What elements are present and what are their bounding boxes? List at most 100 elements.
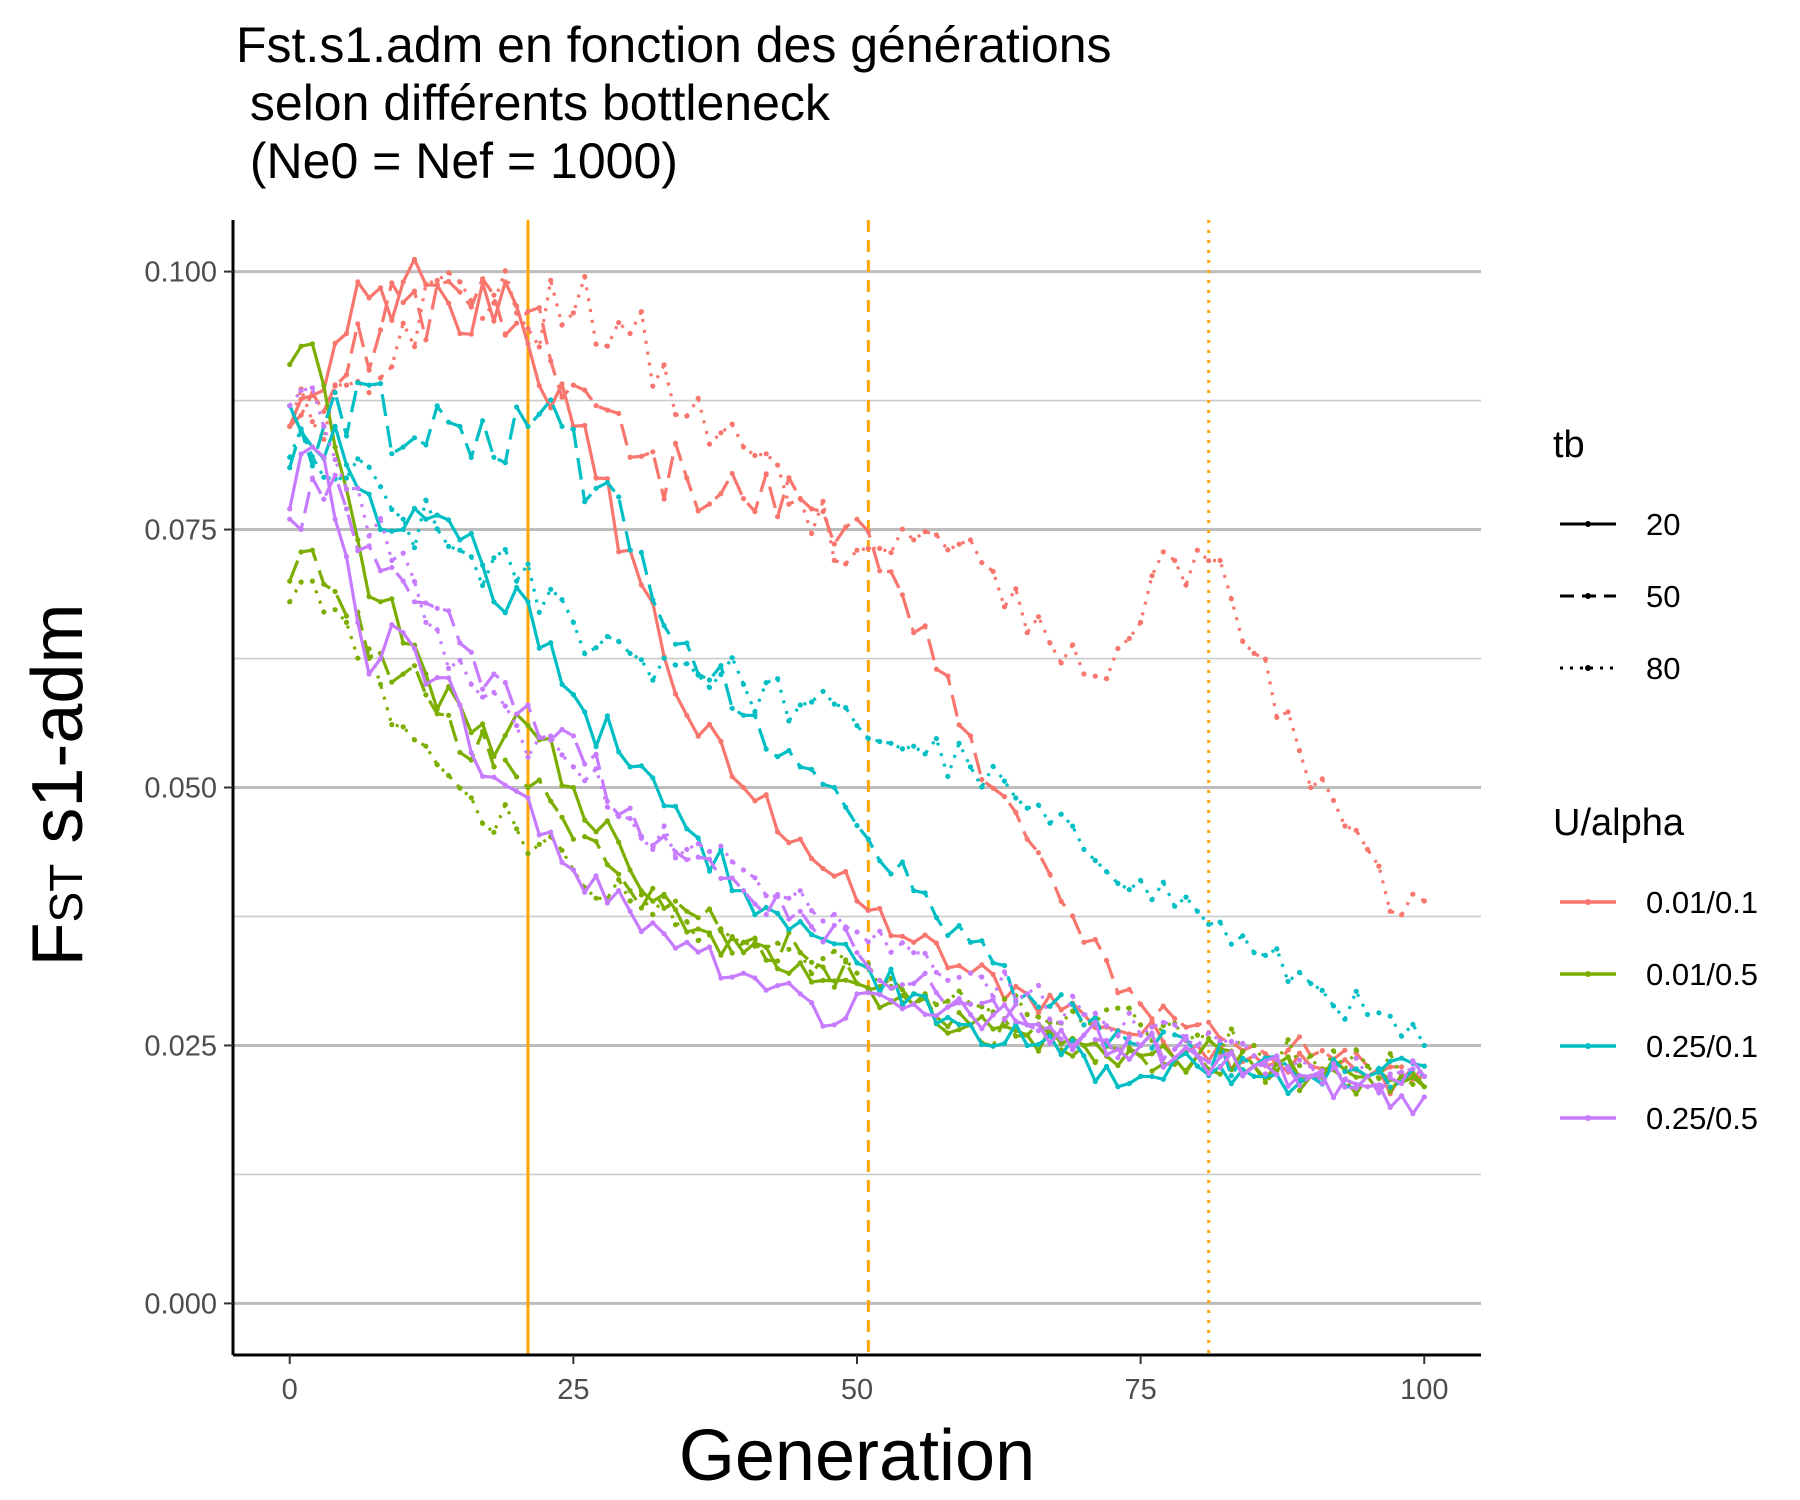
series-10-point-0 <box>287 516 293 522</box>
series-5-point-8 <box>377 681 384 687</box>
series-2-point-55 <box>911 537 917 543</box>
series-3-point-25 <box>570 784 577 791</box>
series-9-point-100 <box>1421 1094 1427 1100</box>
series-10-point-76 <box>1149 1030 1155 1036</box>
series-4-point-50 <box>854 980 860 987</box>
series-10-point-7 <box>366 543 372 549</box>
series-0-point-29 <box>616 549 622 555</box>
series-1-point-12 <box>423 337 429 343</box>
series-8-point-66 <box>1035 802 1042 808</box>
series-11-point-87 <box>1274 1057 1280 1063</box>
series-4-point-36 <box>695 915 701 921</box>
series-3-point-66 <box>1035 1048 1042 1054</box>
series-8-point-79 <box>1183 894 1189 900</box>
series-2-point-24 <box>559 322 565 328</box>
series-5-point-35 <box>684 919 690 925</box>
series-9-point-33 <box>661 931 667 937</box>
series-8-point-84 <box>1240 933 1246 939</box>
series-5-point-31 <box>638 892 645 898</box>
series-9-point-91 <box>1319 1072 1325 1078</box>
series-1-point-73 <box>1115 990 1121 996</box>
series-1-point-50 <box>854 516 860 522</box>
y-tick-label-2: 0.050 <box>144 773 217 805</box>
series-5-point-6 <box>355 655 361 661</box>
series-1-point-80 <box>1194 1022 1200 1028</box>
series-6-point-24 <box>559 681 565 687</box>
series-lines <box>287 256 1427 1117</box>
series-10-point-37 <box>706 856 713 862</box>
series-5-point-99 <box>1410 1081 1416 1087</box>
series-9-point-72 <box>1104 1052 1110 1058</box>
series-7-point-71 <box>1092 1014 1098 1021</box>
series-9-point-62 <box>990 1012 996 1018</box>
series-5-point-32 <box>650 911 656 918</box>
series-7-point-37 <box>706 677 713 683</box>
series-11-point-19 <box>502 703 508 709</box>
series-11-point-88 <box>1285 1067 1291 1073</box>
series-4-point-46 <box>809 959 815 965</box>
series-2-point-84 <box>1240 638 1246 645</box>
series-9-point-1 <box>298 451 304 457</box>
series-2-point-65 <box>1024 630 1030 636</box>
series-6-point-33 <box>661 803 667 809</box>
series-11-point-69 <box>1070 993 1076 999</box>
series-11-point-33 <box>661 823 667 829</box>
series-3-point-2 <box>309 341 315 347</box>
series-line-10 <box>288 473 1426 1095</box>
series-10-point-99 <box>1410 1058 1416 1064</box>
series-1-point-17 <box>480 276 486 282</box>
series-6-point-73 <box>1115 1084 1121 1090</box>
series-10-point-85 <box>1251 1063 1257 1069</box>
series-10-point-12 <box>423 600 429 606</box>
series-5-point-59 <box>956 988 962 994</box>
series-4-point-39 <box>729 950 735 956</box>
series-6-point-76 <box>1149 1073 1155 1080</box>
series-6-point-8 <box>377 526 384 533</box>
series-8-point-59 <box>956 740 962 746</box>
series-10-point-3 <box>321 496 327 502</box>
series-9-point-22 <box>536 832 542 838</box>
series-6-point-80 <box>1194 1063 1200 1069</box>
series-5-point-65 <box>1024 1011 1030 1018</box>
series-10-point-24 <box>559 726 565 733</box>
series-1-point-20 <box>514 320 520 326</box>
series-3-point-61 <box>979 1014 985 1020</box>
series-1-point-63 <box>1001 794 1008 800</box>
series-6-point-55 <box>911 991 917 997</box>
series-9-point-24 <box>559 859 565 866</box>
series-9-point-41 <box>752 975 758 981</box>
series-4-point-97 <box>1387 1088 1393 1094</box>
series-4-point-41 <box>752 935 758 941</box>
series-10-point-25 <box>570 733 577 739</box>
series-7-point-92 <box>1330 1057 1337 1063</box>
series-5-point-73 <box>1115 1005 1121 1011</box>
series-2-point-52 <box>877 545 883 552</box>
series-7-point-0 <box>287 465 293 471</box>
series-0-point-11 <box>411 256 418 262</box>
series-6-point-46 <box>809 932 815 938</box>
series-1-point-33 <box>661 496 667 502</box>
series-6-point-66 <box>1035 1041 1042 1048</box>
series-11-point-40 <box>740 867 747 873</box>
series-0-point-45 <box>797 836 803 842</box>
series-6-point-27 <box>593 744 599 750</box>
series-11-point-51 <box>865 939 871 945</box>
series-9-point-55 <box>911 1001 917 1007</box>
legend-u-key-3-point <box>1585 1115 1591 1121</box>
series-8-point-83 <box>1228 941 1234 947</box>
series-10-point-77 <box>1160 1056 1166 1062</box>
legend-tb-label-20: 20 <box>1646 507 1680 542</box>
series-5-point-50 <box>854 970 860 976</box>
series-0-point-15 <box>457 330 463 337</box>
series-10-point-52 <box>877 977 883 984</box>
series-9-point-13 <box>434 675 440 681</box>
series-8-point-30 <box>627 650 633 657</box>
series-11-point-32 <box>650 846 656 853</box>
series-2-point-19 <box>502 268 508 274</box>
series-7-point-52 <box>877 858 883 864</box>
series-11-point-3 <box>321 423 327 429</box>
series-8-point-17 <box>480 582 486 589</box>
series-9-point-71 <box>1092 1019 1098 1025</box>
series-3-point-9 <box>389 596 395 602</box>
series-6-point-10 <box>400 526 406 533</box>
